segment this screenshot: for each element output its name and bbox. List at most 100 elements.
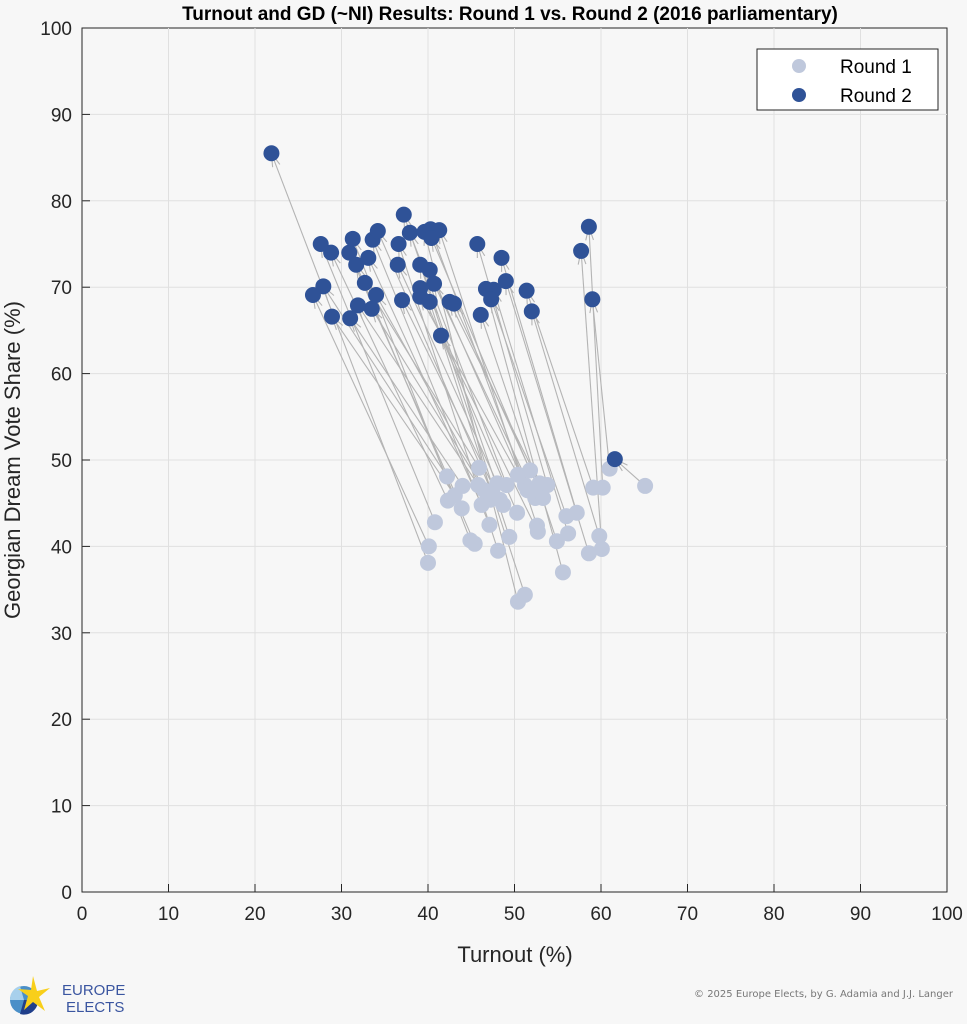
point-round-2 — [360, 249, 377, 266]
legend-marker-round-1 — [792, 59, 806, 73]
point-round-2 — [401, 224, 418, 241]
x-tick-label: 80 — [763, 904, 784, 925]
point-round-2 — [493, 249, 510, 266]
point-round-2 — [606, 451, 623, 468]
point-round-1 — [548, 533, 565, 550]
logo-star-icon — [18, 976, 50, 1011]
point-round-1 — [481, 516, 498, 533]
point-round-2 — [363, 300, 380, 317]
point-round-1 — [591, 528, 608, 545]
point-round-2 — [421, 293, 438, 310]
x-tick-label: 100 — [931, 904, 963, 925]
point-round-2 — [263, 145, 280, 162]
y-tick-label: 100 — [40, 19, 72, 40]
point-round-2 — [369, 223, 386, 240]
x-tick-label: 90 — [850, 904, 871, 925]
x-tick-label: 50 — [504, 904, 525, 925]
y-tick-label: 60 — [51, 365, 72, 386]
point-round-2 — [432, 327, 449, 344]
y-tick-label: 30 — [51, 624, 72, 645]
point-round-1 — [594, 479, 611, 496]
x-tick-label: 60 — [590, 904, 611, 925]
x-tick-label: 20 — [244, 904, 265, 925]
point-round-2 — [348, 256, 365, 273]
point-round-2 — [344, 230, 361, 247]
point-round-2 — [472, 306, 489, 323]
point-round-2 — [304, 286, 321, 303]
legend-label-round-1: Round 1 — [840, 57, 912, 78]
chart-title: Turnout and GD (~NI) Results: Round 1 vs… — [182, 4, 838, 25]
point-round-1 — [501, 528, 518, 545]
y-tick-label: 0 — [61, 883, 72, 904]
credit-text: © 2025 Europe Elects, by G. Adamia and J… — [694, 989, 953, 1000]
tick-labels: 0 10 20 30 40 50 60 70 80 90 100 0 10 20 30 40 50 60 70 80 9… — [40, 19, 963, 925]
x-tick-label: 40 — [417, 904, 438, 925]
point-round-2 — [394, 292, 411, 309]
point-round-1 — [580, 545, 597, 562]
point-round-2 — [518, 282, 535, 299]
point-round-1 — [426, 514, 443, 531]
point-round-2 — [497, 273, 514, 290]
points — [263, 145, 654, 610]
point-round-2 — [580, 218, 597, 235]
point-round-2 — [523, 303, 540, 320]
point-round-1 — [439, 492, 456, 509]
y-tick-label: 40 — [51, 537, 72, 558]
point-round-1 — [498, 477, 515, 494]
europe-elects-logo: EUROPE ELECTS — [9, 976, 125, 1016]
point-round-2 — [389, 256, 406, 273]
point-round-2 — [323, 308, 340, 325]
point-round-1 — [453, 500, 470, 517]
y-tick-label: 80 — [51, 192, 72, 213]
y-axis-label: Georgian Dream Vote Share (%) — [0, 301, 25, 619]
legend-marker-round-2 — [792, 88, 806, 102]
point-round-1 — [495, 496, 512, 513]
y-tick-label: 70 — [51, 278, 72, 299]
point-round-1 — [509, 504, 526, 521]
point-round-1 — [490, 542, 507, 559]
point-round-2 — [395, 206, 412, 223]
point-round-2 — [342, 310, 359, 327]
point-round-2 — [349, 297, 366, 314]
y-tick-label: 90 — [51, 105, 72, 126]
legend-box — [756, 48, 939, 111]
x-tick-label: 10 — [158, 904, 179, 925]
point-round-1 — [529, 523, 546, 540]
point-round-1 — [593, 540, 610, 557]
point-round-1 — [476, 482, 493, 499]
point-round-1 — [522, 462, 539, 479]
point-round-1 — [519, 482, 536, 499]
point-round-1 — [516, 586, 533, 603]
logo-text-europe: EUROPE — [62, 982, 125, 999]
point-round-2 — [584, 291, 601, 308]
point-round-1 — [454, 477, 471, 494]
point-round-1 — [420, 538, 437, 555]
point-round-1 — [466, 535, 483, 552]
legend-label-round-2: Round 2 — [840, 86, 912, 107]
point-round-1 — [539, 477, 556, 494]
point-round-2 — [573, 242, 590, 259]
grid — [81, 27, 948, 893]
legend: Round 1 Round 2 — [756, 48, 939, 111]
point-round-2 — [368, 286, 385, 303]
point-round-1 — [560, 525, 577, 542]
point-round-2 — [469, 236, 486, 252]
point-round-2 — [323, 244, 340, 261]
point-round-2 — [426, 275, 443, 292]
x-tick-label: 30 — [331, 904, 352, 925]
x-tick-label: 70 — [677, 904, 698, 925]
point-round-1 — [420, 554, 436, 571]
point-round-2 — [445, 295, 462, 312]
point-round-2 — [421, 261, 438, 278]
point-round-1 — [471, 459, 488, 476]
y-tick-label: 10 — [51, 797, 72, 818]
y-tick-label: 50 — [51, 451, 72, 472]
point-round-2 — [390, 236, 407, 252]
point-round-2 — [423, 229, 440, 246]
point-round-1 — [535, 490, 552, 507]
point-round-2 — [341, 244, 358, 261]
x-tick-label: 0 — [77, 904, 88, 925]
point-round-2 — [356, 274, 373, 291]
point-round-1 — [439, 468, 456, 485]
